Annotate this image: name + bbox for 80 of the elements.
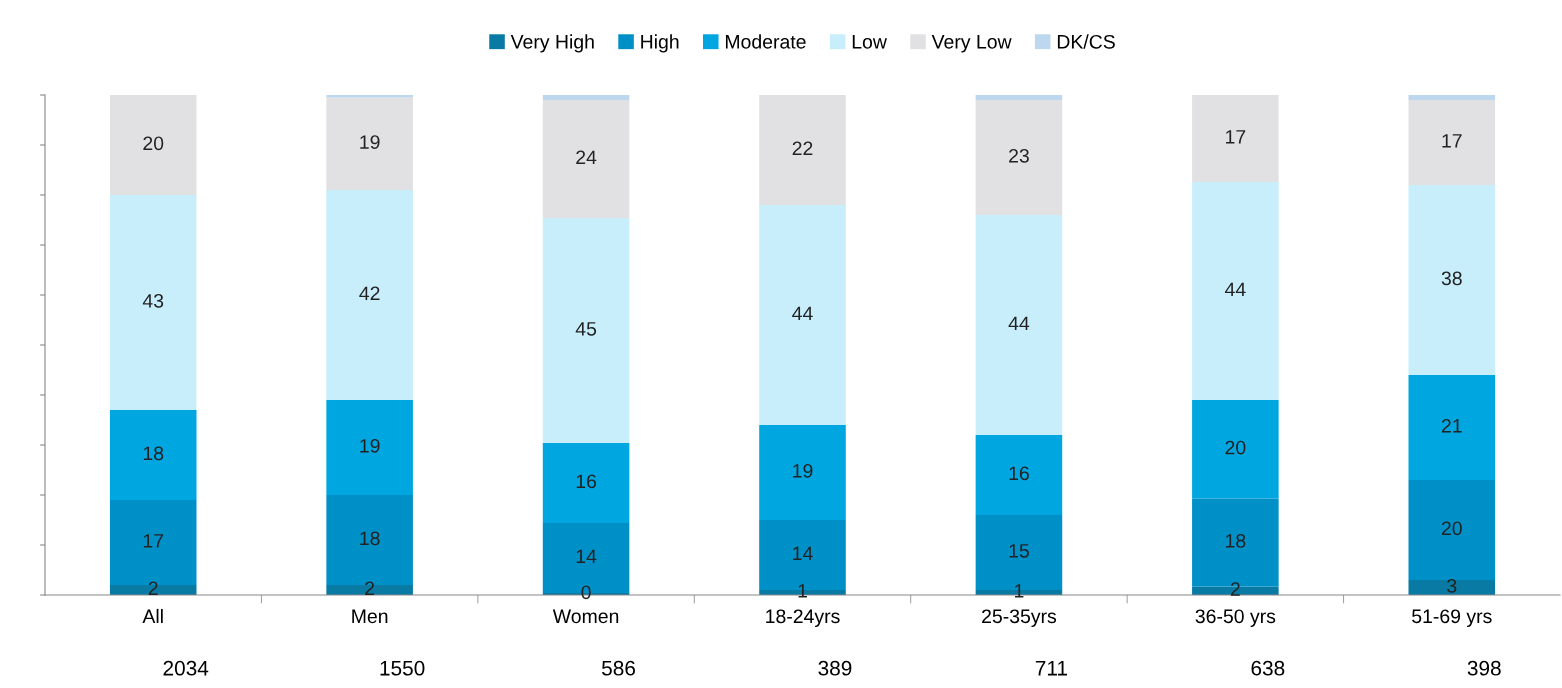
data-label: 15 bbox=[1009, 544, 1029, 558]
bar bbox=[975, 215, 1063, 435]
data-label: 45 bbox=[575, 322, 597, 336]
data-label: 24 bbox=[576, 150, 597, 165]
bar bbox=[759, 425, 846, 520]
legend-label: Low bbox=[852, 35, 887, 49]
bar bbox=[109, 410, 197, 500]
text: 638 bbox=[1251, 660, 1285, 676]
text: 586 bbox=[601, 660, 635, 676]
text: 389 bbox=[818, 660, 852, 676]
data-label: 42 bbox=[359, 286, 380, 301]
data-label: 2 bbox=[1230, 582, 1240, 596]
data-label: 17 bbox=[143, 534, 164, 548]
x-tick-label: 51-69 yrs bbox=[1412, 609, 1492, 628]
text: 2034 bbox=[163, 660, 209, 676]
bar bbox=[542, 443, 630, 523]
bar bbox=[1408, 100, 1496, 185]
data-label: 17 bbox=[1226, 130, 1246, 144]
data-label: 44 bbox=[1224, 282, 1246, 297]
bar bbox=[1408, 480, 1496, 580]
bar bbox=[1408, 95, 1496, 100]
legend-label: High bbox=[641, 34, 679, 53]
data-label: 38 bbox=[1441, 271, 1462, 286]
legend-label: DK/CS bbox=[1057, 34, 1115, 49]
data-label: 22 bbox=[792, 141, 813, 156]
x-tick-label: 25-35yrs bbox=[982, 609, 1057, 628]
bar bbox=[1408, 185, 1496, 375]
bar bbox=[759, 95, 846, 205]
data-label: 19 bbox=[360, 135, 380, 149]
bar bbox=[1192, 182, 1279, 400]
bar bbox=[1192, 95, 1279, 182]
bar bbox=[975, 100, 1063, 215]
data-label: 1 bbox=[1015, 584, 1024, 598]
text: 398 bbox=[1467, 660, 1501, 676]
bar bbox=[759, 205, 846, 425]
data-label: 18 bbox=[360, 531, 380, 546]
bar bbox=[542, 218, 630, 443]
data-label: 19 bbox=[793, 463, 813, 478]
text: 1550 bbox=[380, 660, 425, 676]
data-label: 43 bbox=[142, 293, 164, 308]
data-label: 14 bbox=[793, 546, 813, 561]
data-label: 2 bbox=[365, 581, 375, 596]
text: 711 bbox=[1035, 661, 1067, 676]
data-label: 19 bbox=[360, 438, 380, 453]
bar bbox=[975, 435, 1063, 515]
legend-label: Very High bbox=[510, 34, 594, 53]
bar bbox=[542, 100, 630, 218]
bar bbox=[326, 400, 413, 495]
bar bbox=[1192, 400, 1279, 499]
x-tick-label: 36-50 yrs bbox=[1195, 609, 1276, 628]
x-tick-label: Women bbox=[552, 609, 619, 624]
bar bbox=[326, 97, 413, 190]
data-label: 44 bbox=[792, 306, 813, 321]
x-tick-label: Men bbox=[352, 609, 388, 624]
bar bbox=[975, 95, 1063, 100]
data-label: 20 bbox=[143, 136, 164, 151]
bar bbox=[326, 95, 413, 98]
bar bbox=[109, 195, 197, 410]
bar bbox=[542, 95, 630, 100]
bar bbox=[1408, 375, 1496, 480]
data-label: 16 bbox=[1009, 466, 1029, 481]
data-label: 20 bbox=[1441, 521, 1462, 536]
data-label: 17 bbox=[1442, 134, 1462, 148]
data-label: 18 bbox=[1226, 533, 1246, 548]
bar bbox=[109, 95, 197, 195]
data-label: 1 bbox=[798, 584, 807, 598]
data-label: 44 bbox=[1008, 316, 1030, 331]
x-tick-label: All bbox=[142, 608, 163, 623]
data-label: 16 bbox=[576, 474, 597, 489]
data-label: 3 bbox=[1447, 578, 1457, 593]
data-label: 21 bbox=[1441, 418, 1462, 433]
data-label: 20 bbox=[1225, 440, 1246, 455]
bar bbox=[326, 190, 413, 400]
legend-label: Very Low bbox=[931, 35, 1012, 53]
data-label: 14 bbox=[576, 549, 597, 564]
legend-label: Moderate bbox=[725, 34, 806, 49]
data-label: 23 bbox=[1009, 148, 1029, 163]
data-label: 18 bbox=[143, 446, 164, 461]
x-tick-label: 18-24yrs bbox=[766, 609, 840, 628]
data-label: 2 bbox=[148, 581, 158, 596]
